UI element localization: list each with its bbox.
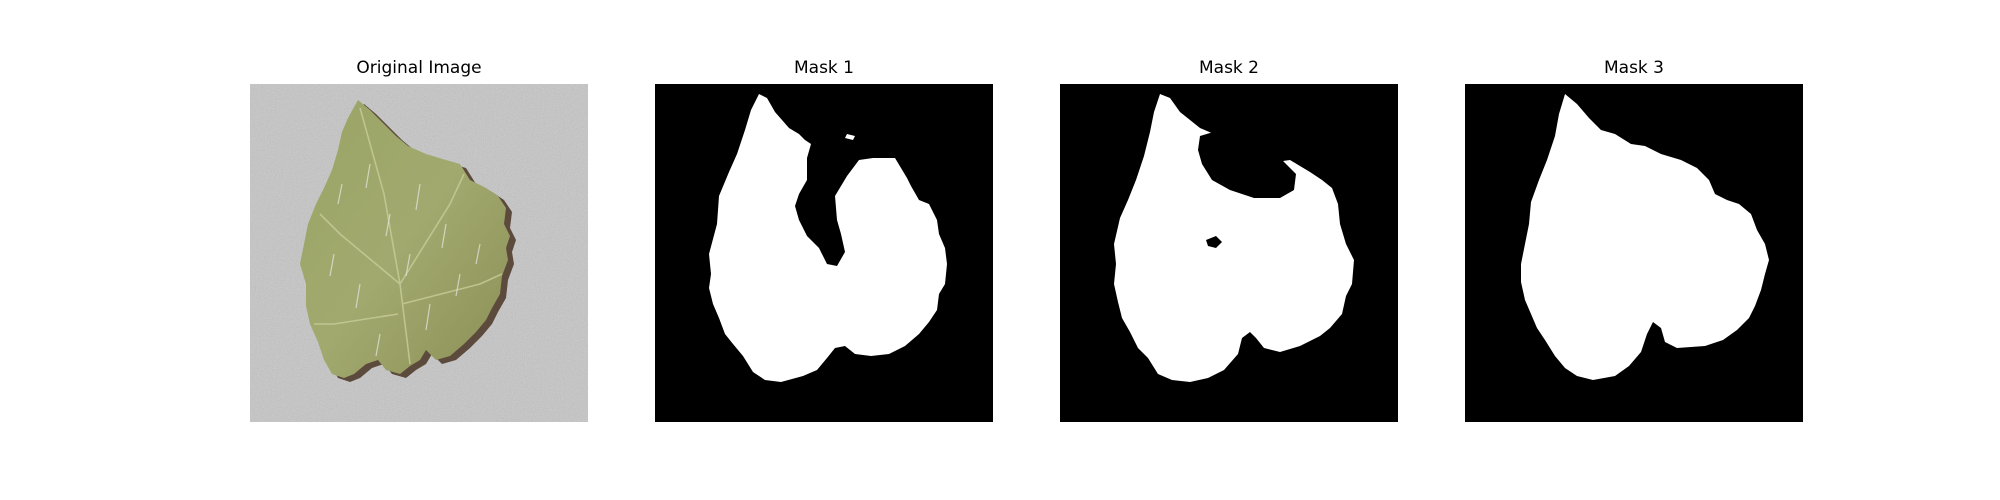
original-image bbox=[250, 84, 588, 422]
mask-1-title: Mask 1 bbox=[793, 58, 854, 78]
mask-1-image bbox=[655, 84, 993, 422]
mask-2-image bbox=[1060, 84, 1398, 422]
mask-3-image bbox=[1465, 84, 1803, 422]
mask-3-title: Mask 3 bbox=[1603, 58, 1664, 78]
original-image-title: Original Image bbox=[356, 58, 482, 78]
mask-2-title: Mask 2 bbox=[1198, 58, 1259, 78]
